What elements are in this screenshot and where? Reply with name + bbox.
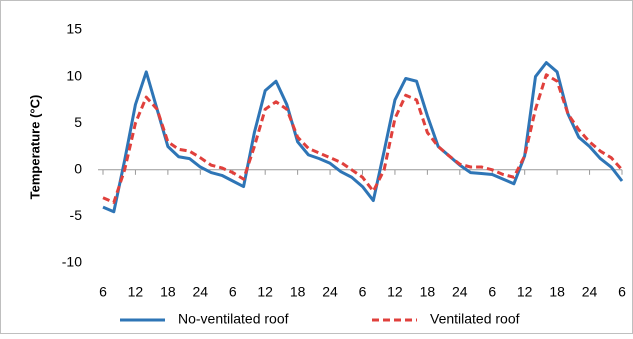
y-tick-label: 5	[74, 114, 82, 130]
x-tick-label: 12	[128, 284, 144, 300]
y-axis-label: Temperature (°C)	[27, 95, 42, 200]
x-tick-label: 24	[452, 284, 468, 300]
x-tick-label: 12	[387, 284, 403, 300]
y-tick-label: 0	[74, 161, 82, 177]
series-line	[102, 73, 624, 204]
y-tick-label: 15	[66, 21, 82, 37]
x-tick-label: 12	[257, 284, 273, 300]
x-tick-label: 24	[582, 284, 598, 300]
x-tick-label: 24	[322, 284, 338, 300]
x-tick-label: 12	[517, 284, 533, 300]
x-tick-label: 18	[549, 284, 565, 300]
series-line	[102, 61, 624, 214]
legend-label: No-ventilated roof	[178, 311, 289, 327]
x-tick-label: 6	[488, 284, 496, 300]
x-tick-label: 6	[618, 284, 626, 300]
y-tick-label: -10	[62, 254, 82, 270]
x-tick-label: 18	[160, 284, 176, 300]
y-tick-label: 10	[66, 67, 82, 83]
x-tick-label: 6	[99, 284, 107, 300]
legend-label: Ventilated roof	[430, 311, 520, 327]
x-tick-label: 24	[193, 284, 209, 300]
x-tick-label: 18	[290, 284, 306, 300]
y-tick-label: -5	[70, 207, 83, 223]
x-tick-label: 18	[420, 284, 436, 300]
x-tick-label: 6	[359, 284, 367, 300]
x-tick-label: 6	[229, 284, 237, 300]
